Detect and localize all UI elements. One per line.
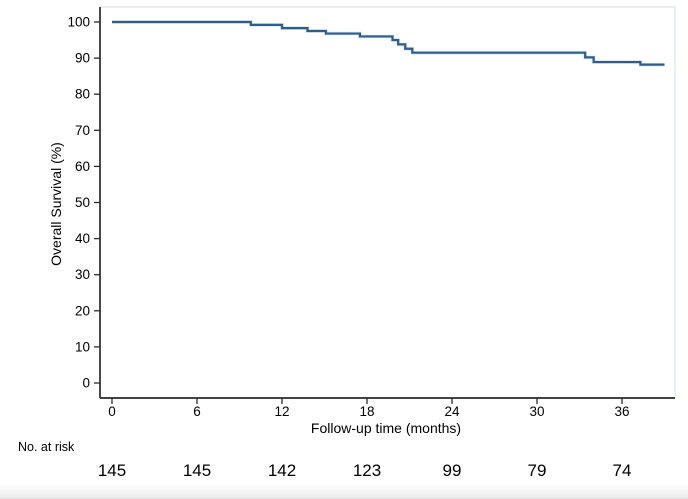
y-axis-title: Overall Survival (%) [48, 142, 64, 266]
y-tick-label: 10 [75, 339, 90, 354]
y-tick-label: 80 [75, 87, 90, 102]
y-tick-label: 50 [75, 195, 90, 210]
y-tick-label: 30 [75, 267, 90, 282]
x-tick-label: 24 [444, 404, 460, 419]
x-tick-label: 18 [359, 404, 374, 419]
at-risk-label: No. at risk [18, 440, 75, 454]
y-tick-label: 40 [75, 231, 90, 246]
y-tick-label: 100 [67, 15, 90, 30]
at-risk-count: 145 [183, 461, 211, 480]
y-tick-label: 90 [75, 51, 90, 66]
x-tick-label: 36 [614, 404, 629, 419]
y-tick-label: 20 [75, 303, 90, 318]
at-risk-count: 145 [98, 461, 126, 480]
y-tick-label: 0 [82, 376, 90, 391]
at-risk-count: 123 [353, 461, 381, 480]
x-tick-label: 6 [193, 404, 201, 419]
window-bottom-edge [0, 483, 688, 499]
x-tick-label: 12 [274, 404, 289, 419]
x-axis-title: Follow-up time (months) [310, 420, 462, 436]
at-risk-count: 99 [443, 461, 462, 480]
survival-curve-halo [112, 20, 665, 67]
survival-curve [112, 20, 665, 66]
at-risk-count: 74 [613, 461, 632, 480]
x-tick-label: 30 [529, 404, 544, 419]
y-tick-label: 70 [75, 123, 90, 138]
at-risk-count: 79 [528, 461, 547, 480]
at-risk-count: 142 [268, 461, 296, 480]
x-tick-label: 0 [108, 404, 116, 419]
y-tick-label: 60 [75, 159, 90, 174]
